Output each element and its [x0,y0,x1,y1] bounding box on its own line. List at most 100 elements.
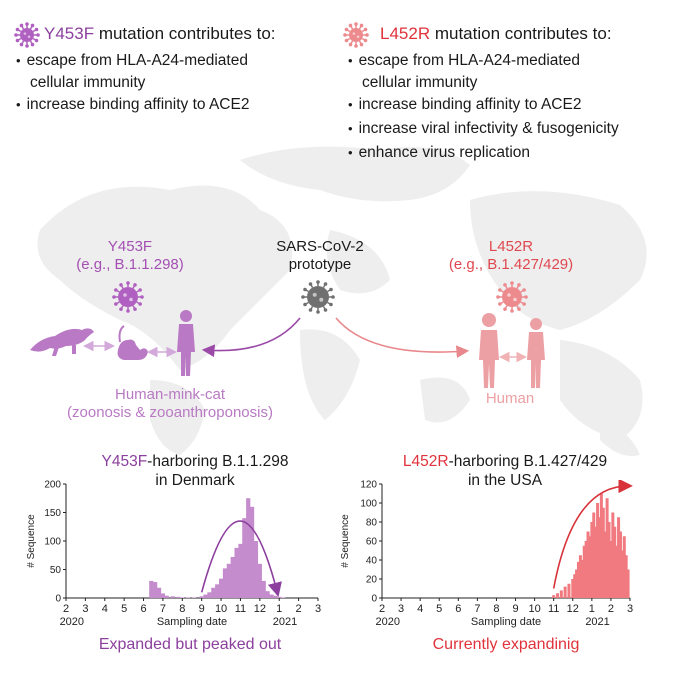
bar [160,593,166,598]
bar [170,596,175,598]
left-variant-label: Y453F (e.g., B.1.1.298) [60,238,200,274]
bar [620,550,624,598]
year-label: 2021 [585,616,609,628]
l452r-effect-5: enhance virus replication [348,142,530,164]
arrow-to-y453f [201,317,301,358]
left-caption: Expanded but peaked out [98,636,282,653]
bar [578,555,582,598]
left-chart-title-highlight: Y453F [101,453,148,470]
bar [617,517,621,598]
x-tick-label: 4 [417,603,423,615]
human-icon [177,310,195,376]
year-label: 2021 [273,616,297,628]
left-host-line2: (zoonosis & zooanthroponosis) [67,404,273,421]
bar [552,595,556,598]
bar [618,531,622,598]
y453f-title-rest: mutation contributes to: [94,24,276,43]
right-chart-title-highlight: L452R [402,453,449,470]
bar [226,563,231,598]
bar [246,498,251,598]
y-tick-label: 0 [371,594,377,605]
year-label: 2020 [375,616,399,628]
bar [584,541,588,598]
y-tick-label: 60 [366,537,378,548]
bar [556,593,560,598]
bar [615,545,619,598]
x-tick-label: 8 [493,603,499,615]
x-tick-label: 10 [215,603,227,615]
bar [211,587,216,598]
right-variant-label: L452R (e.g., B.1.427/429) [436,238,586,274]
y-tick-label: 80 [366,518,378,529]
bar [199,596,204,598]
bar [596,503,600,598]
x-tick-label: 9 [199,603,205,615]
x-tick-label: 5 [436,603,442,615]
virus-icon [301,280,335,314]
bar [576,561,580,598]
human-icon [479,313,499,388]
prototype-line2: prototype [288,256,352,273]
bar [164,595,169,598]
left-chart-title: Y453F-harboring B.1.1.298 in Denmark [60,452,330,490]
bar [624,555,628,598]
bar [191,597,197,598]
bar [249,506,255,598]
x-tick-label: 7 [474,603,480,615]
x-tick-label: 12 [254,603,266,615]
bar [567,583,571,598]
l452r-effect-3: increase binding affinity to ACE2 [348,94,582,116]
bar [580,560,584,598]
mink-icon [30,328,94,356]
left-host-label: Human-mink-cat (zoonosis & zooanthropono… [40,386,300,422]
x-tick-label: 11 [548,603,559,615]
human-icon [527,318,545,388]
prototype-line1: SARS-CoV-2 [276,238,364,255]
left-chart-title-line2: in Denmark [155,472,235,489]
y453f-effect-2: cellular immunity [30,74,146,91]
bar [594,526,598,598]
bar [281,597,286,598]
bar [609,541,613,598]
bar [238,543,243,598]
left-variant-example: (e.g., B.1.1.298) [76,256,184,273]
bar [559,590,563,598]
l452r-effect-4: increase viral infectivity & fusogenicit… [348,118,619,140]
y-axis-label: # Sequence [26,514,37,568]
trend-arrow [552,480,633,589]
bar [230,556,235,598]
year-label: 2020 [60,616,84,628]
x-tick-label: 6 [455,603,461,615]
bar [149,580,154,598]
bar [563,586,567,598]
y-axis-label: # Sequence [340,514,351,568]
x-tick-label: 2 [63,603,69,615]
bar [573,574,577,598]
bar [242,518,247,598]
bar [607,522,611,598]
bar [571,579,575,598]
y-tick-label: 40 [366,556,378,567]
bar [203,594,208,598]
x-tick-label: 3 [315,603,321,615]
y-tick-label: 100 [44,537,61,548]
x-tick-label: 12 [567,603,579,615]
virus-icon [343,22,369,48]
bar [253,541,259,598]
l452r-effect-2: cellular immunity [362,74,478,91]
trend-arrow [200,520,282,597]
bar [257,563,262,598]
bar [269,594,274,598]
left-chart-title-line1: Y453F-harboring B.1.1.298 [60,452,330,471]
bar [215,584,220,598]
bar [273,595,278,598]
bar [261,580,266,598]
bar [599,493,603,598]
right-chart-title-line2: in the USA [467,472,543,489]
x-tick-label: 2 [296,603,302,615]
right-variant-example: (e.g., B.1.427/429) [448,256,574,273]
bar [153,582,158,598]
virus-icon [112,281,144,313]
y-tick-label: 0 [55,594,61,605]
